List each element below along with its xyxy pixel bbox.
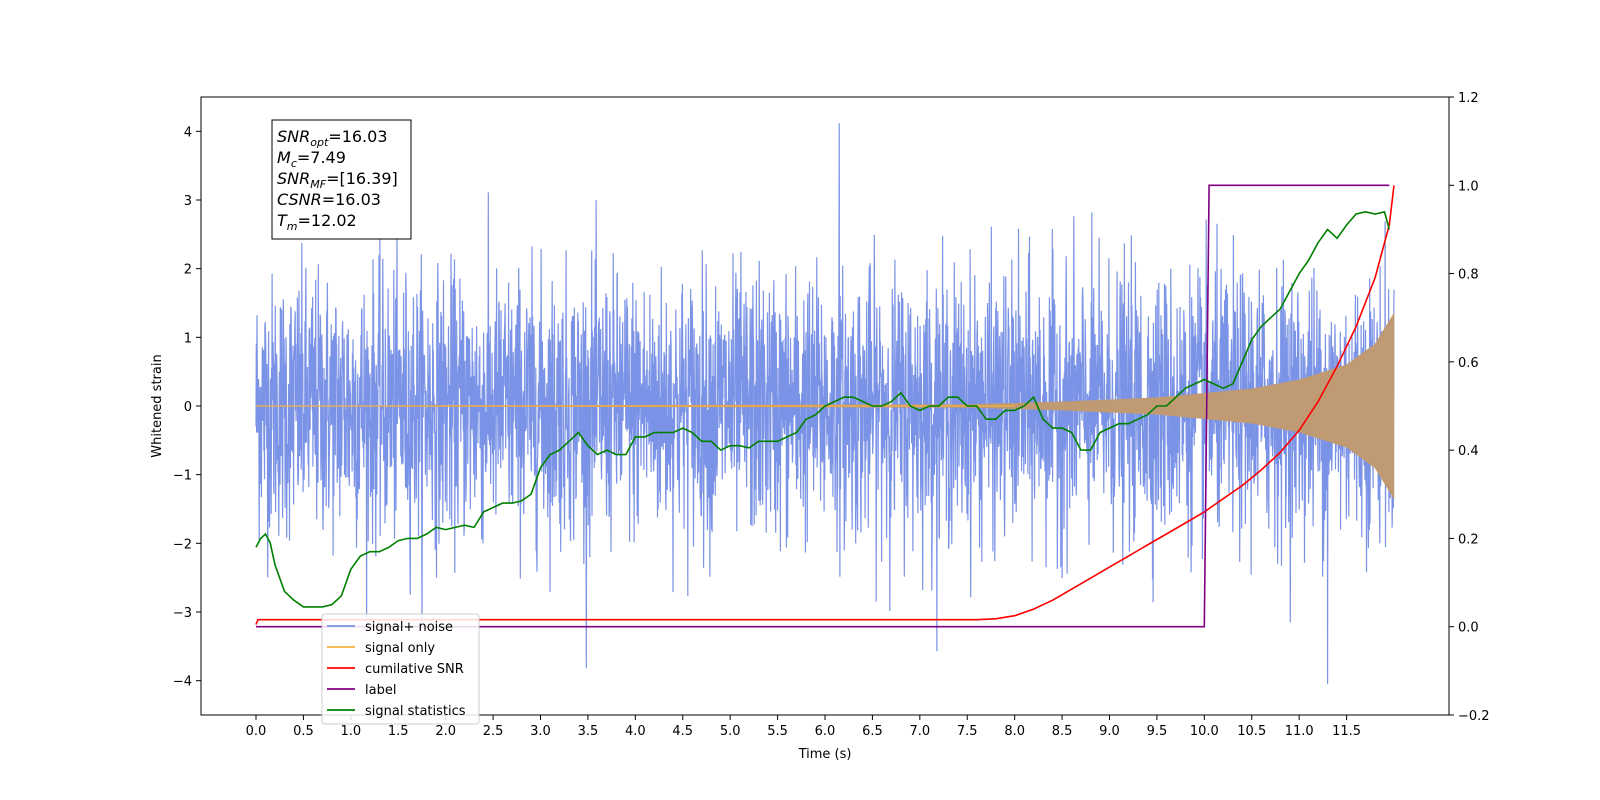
- x-tick-label: 0.0: [246, 724, 267, 739]
- legend-entry: signal statistics: [365, 704, 466, 719]
- y-tick-label: 2: [184, 263, 192, 278]
- legend-entry: signal only: [365, 641, 435, 656]
- x-tick-label: 6.0: [815, 724, 836, 739]
- x-tick-label: 1.0: [340, 724, 361, 739]
- annotation-frame: [271, 119, 412, 240]
- series-signal-noise: [255, 123, 1395, 685]
- x-tick-label: 9.5: [1147, 724, 1168, 739]
- legend-frame: [321, 613, 480, 725]
- y-axis-right: −0.2 0.0 0.2 0.4 0.6 0.8 1.0 1.2: [1449, 91, 1490, 724]
- y2-tick-label: −0.2: [1458, 709, 1490, 724]
- x-tick-label: 4.5: [672, 724, 693, 739]
- y-tick-label: −2: [173, 537, 192, 552]
- y-axis-left: −4 −3 −2 −1 0 1 2 3 4: [173, 125, 201, 690]
- annotation-line: SNRopt=16.03: [277, 127, 388, 149]
- series-signal-statistics: [255, 210, 1391, 608]
- x-tick-label: 3.0: [530, 724, 551, 739]
- y2-tick-label: 0.0: [1458, 621, 1479, 636]
- y2-tick-label: 0.4: [1458, 444, 1479, 459]
- x-tick-label: 6.5: [862, 724, 883, 739]
- y-tick-label: 1: [184, 331, 192, 346]
- y2-tick-label: 1.2: [1458, 91, 1479, 106]
- x-axis-label: Time (s): [798, 747, 852, 762]
- x-tick-label: 2.5: [483, 724, 504, 739]
- y2-tick-label: 0.8: [1458, 268, 1479, 283]
- y-axis-label: Whitened strain: [150, 354, 165, 457]
- annotation-line: Mc=7.49: [277, 148, 346, 170]
- x-tick-label: 11.0: [1285, 724, 1314, 739]
- x-tick-label: 8.0: [1004, 724, 1025, 739]
- x-tick-label: 1.5: [388, 724, 409, 739]
- plot-area: [255, 123, 1395, 685]
- legend-entry: cumilative SNR: [365, 662, 464, 677]
- series-cumulative-snr: [255, 185, 1395, 625]
- y2-tick-label: 0.6: [1458, 356, 1479, 371]
- x-tick-label: 3.5: [578, 724, 599, 739]
- y-tick-label: −1: [173, 469, 192, 484]
- x-axis: 0.0 0.5 1.0 1.5 2.0 2.5 3.0 3.5 4.0 4.5 5.0 5.5 6.0 6…: [246, 715, 1361, 739]
- y2-tick-label: 0.2: [1458, 532, 1479, 547]
- x-tick-label: 2.0: [435, 724, 456, 739]
- y-tick-label: 4: [184, 125, 192, 140]
- x-tick-label: 7.0: [909, 724, 930, 739]
- y-tick-label: 0: [184, 400, 192, 415]
- x-tick-label: 5.0: [720, 724, 741, 739]
- y-tick-label: −4: [173, 675, 192, 690]
- x-tick-label: 7.5: [957, 724, 978, 739]
- y-tick-label: 3: [184, 194, 192, 209]
- stats-annotation-box: SNRopt=16.03Mc=7.49SNRMF=[16.39]CSNR=16.…: [271, 119, 412, 240]
- x-tick-label: 5.5: [767, 724, 788, 739]
- x-tick-label: 10.5: [1237, 724, 1266, 739]
- x-tick-label: 0.5: [293, 724, 314, 739]
- x-tick-label: 8.5: [1052, 724, 1073, 739]
- x-tick-label: 4.0: [625, 724, 646, 739]
- x-tick-label: 11.5: [1332, 724, 1361, 739]
- annotation-line: SNRMF=[16.39]: [277, 169, 398, 191]
- annotation-line: Tm=12.02: [277, 211, 357, 233]
- x-tick-label: 10.0: [1190, 724, 1219, 739]
- annotation-line: CSNR=16.03: [277, 190, 381, 209]
- series-label: [256, 184, 1390, 628]
- y-tick-label: −3: [173, 606, 192, 621]
- x-tick-label: 9.0: [1099, 724, 1120, 739]
- legend-entry: signal+ noise: [365, 620, 453, 635]
- y2-tick-label: 1.0: [1458, 179, 1479, 194]
- legend-entry: label: [365, 683, 396, 698]
- legend: signal+ noise signal only cumilative SNR la…: [321, 613, 480, 725]
